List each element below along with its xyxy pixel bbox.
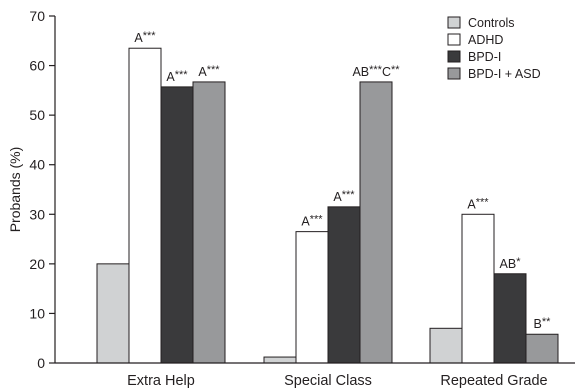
y-tick-label: 20 xyxy=(29,256,45,272)
y-tick-label: 70 xyxy=(29,8,45,24)
significance-label: AB* xyxy=(500,256,522,271)
bar-bpd-i-2 xyxy=(493,273,527,364)
y-tick-label: 40 xyxy=(29,157,45,173)
x-axis-labels: Extra Help Special Class Repeated Grade xyxy=(127,373,547,389)
bar-controls-1 xyxy=(263,356,297,364)
bar-annotations: A*** A*** A*** A*** A*** AB***C** A*** AB* B** xyxy=(134,30,551,331)
significance-label: A*** xyxy=(198,64,220,79)
significance-label: A*** xyxy=(333,189,355,204)
significance-label: AB***C** xyxy=(352,64,400,79)
bar-controls-0 xyxy=(96,263,130,364)
x-category-label: Repeated Grade xyxy=(440,373,547,389)
significance-label: A*** xyxy=(166,69,188,84)
bar-bpd-i-asd-0 xyxy=(192,81,226,364)
x-category-label: Extra Help xyxy=(127,373,195,389)
legend-swatch xyxy=(447,67,461,80)
legend-swatch xyxy=(447,16,461,29)
legend-entry: ADHD xyxy=(468,33,503,47)
bar-adhd-0 xyxy=(128,47,162,364)
bars xyxy=(96,47,559,364)
y-axis-ticks: 0 10 20 30 40 50 60 70 xyxy=(29,8,55,371)
legend-entry: Controls xyxy=(468,16,515,30)
bar-bpd-i-1 xyxy=(327,206,361,364)
bar-adhd-2 xyxy=(461,213,495,364)
significance-label: A*** xyxy=(134,30,156,45)
y-axis-title: Probands (%) xyxy=(7,147,23,233)
bar-bpd-i-asd-1 xyxy=(359,81,393,364)
x-category-label: Special Class xyxy=(284,373,372,389)
bar-bpd-i-asd-2 xyxy=(525,333,559,364)
legend-entry: BPD-I xyxy=(468,50,501,64)
y-tick-label: 0 xyxy=(37,355,45,371)
bar-controls-2 xyxy=(429,327,463,364)
bar-bpd-i-0 xyxy=(160,86,194,364)
y-tick-label: 50 xyxy=(29,107,45,123)
y-tick-label: 10 xyxy=(29,305,45,321)
significance-label: A*** xyxy=(301,214,323,229)
significance-label: B** xyxy=(534,316,552,331)
y-tick-label: 60 xyxy=(29,58,45,74)
significance-label: A*** xyxy=(467,196,489,211)
legend-entry: BPD-I + ASD xyxy=(468,67,541,81)
legend-swatch xyxy=(447,33,461,46)
bar-adhd-1 xyxy=(295,231,329,364)
legend-swatch xyxy=(447,50,461,63)
y-tick-label: 30 xyxy=(29,206,45,222)
legend: Controls ADHD BPD-I BPD-I + ASD xyxy=(447,16,541,81)
